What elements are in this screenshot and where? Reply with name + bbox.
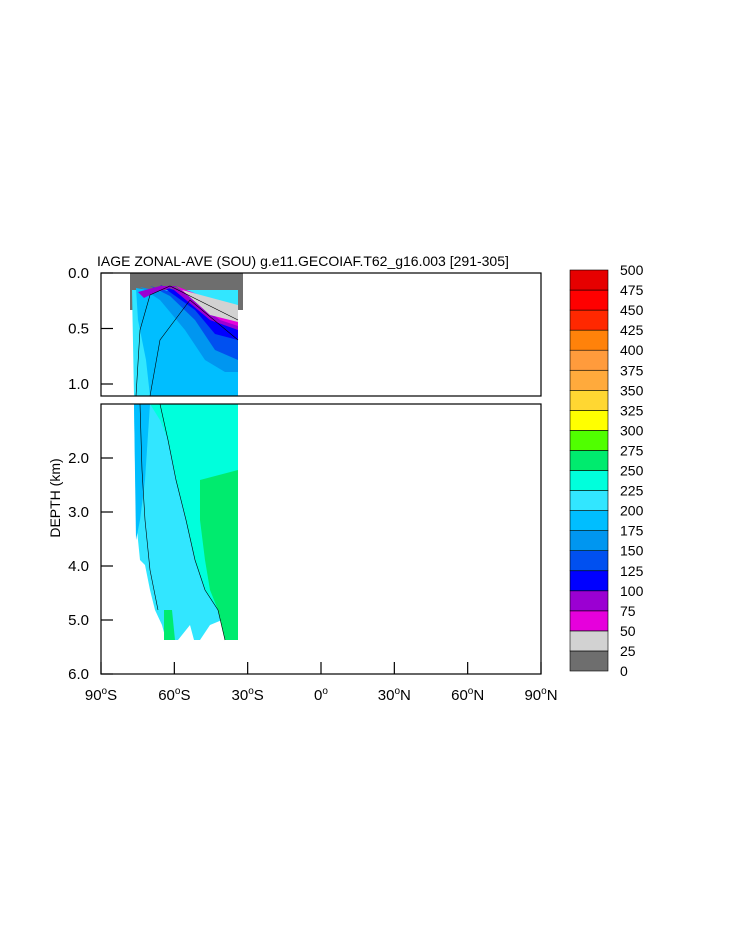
bottom-panel-field — [134, 404, 238, 641]
colorbar-label: 300 — [620, 422, 644, 438]
contour-line — [135, 285, 239, 396]
colorbar-swatch — [569, 269, 609, 291]
colorbar-swatch — [569, 410, 609, 431]
colorbar-label: 75 — [620, 603, 636, 619]
colorbar: 0 25 50 75 100 125 150 175 200 225 250 275 300 325 350… — [569, 262, 644, 679]
field-deepblue-top — [160, 285, 238, 340]
colorbar-swatch — [569, 590, 609, 612]
colorbar-swatch — [569, 349, 609, 371]
x-tick-label: 60oN — [451, 686, 484, 704]
colorbar-label: 375 — [620, 362, 644, 378]
bottom-y-tick-label: 2.0 — [68, 450, 89, 467]
contour-line — [139, 404, 159, 611]
x-tick-label: 90oN — [524, 686, 557, 704]
contour-line — [149, 299, 239, 396]
bottom-y-tick-label: 6.0 — [68, 666, 89, 683]
colorbar-label: 200 — [620, 503, 644, 519]
colorbar-label: 100 — [620, 583, 644, 599]
top-y-axis: 0.0 0.5 1.0 — [68, 265, 113, 393]
colorbar-label: 50 — [620, 623, 636, 639]
colorbar-label: 400 — [620, 342, 644, 358]
bottom-y-tick-label: 3.0 — [68, 504, 89, 521]
colorbar-swatch — [569, 610, 609, 632]
x-tick-label: 60oS — [158, 686, 190, 704]
field-green2-bot — [164, 610, 175, 640]
colorbar-label: 475 — [620, 282, 644, 298]
colorbar-swatch — [569, 570, 609, 592]
colorbar-swatch — [569, 490, 609, 511]
colorbar-swatch — [569, 650, 609, 672]
colorbar-label: 225 — [620, 483, 644, 499]
colorbar-swatch — [569, 630, 609, 652]
contour-line — [159, 404, 226, 641]
colorbar-swatch — [569, 389, 609, 411]
colorbar-swatch — [569, 470, 609, 491]
colorbar-label: 500 — [620, 262, 644, 278]
bottom-y-tick-label: 5.0 — [68, 612, 89, 629]
colorbar-swatch — [569, 369, 609, 391]
colorbar-label: 0 — [620, 663, 628, 679]
colorbar-label: 250 — [620, 463, 644, 479]
x-axis: 90oS 60oS 30oS 0o 30oN 60oN 90oN — [85, 662, 558, 704]
colorbar-label: 25 — [620, 643, 636, 659]
top-y-tick-label: 0.0 — [68, 265, 89, 282]
colorbar-label: 175 — [620, 523, 644, 539]
y-axis-label: DEPTH (km) — [47, 458, 63, 537]
colorbar-swatch — [569, 530, 609, 552]
bottom-y-axis: 2.0 3.0 4.0 5.0 6.0 — [68, 450, 113, 683]
field-green-bot — [200, 470, 238, 640]
colorbar-label: 275 — [620, 442, 644, 458]
colorbar-swatch — [569, 309, 609, 331]
colorbar-swatch — [569, 450, 609, 471]
colorbar-label: 325 — [620, 402, 644, 418]
colorbar-label: 450 — [620, 302, 644, 318]
top-panel-frame — [100, 272, 542, 397]
top-y-tick-label: 0.5 — [68, 321, 89, 338]
colorbar-label: 350 — [620, 382, 644, 398]
colorbar-swatch — [569, 550, 609, 572]
top-y-tick-label: 1.0 — [68, 376, 89, 393]
colorbar-swatch — [569, 289, 609, 311]
x-tick-label: 0o — [314, 686, 328, 704]
x-tick-label: 90oS — [85, 686, 117, 704]
bottom-y-tick-label: 4.0 — [68, 558, 89, 575]
top-panel-field — [130, 273, 243, 396]
colorbar-label: 150 — [620, 543, 644, 559]
x-tick-label: 30oS — [232, 686, 264, 704]
chart-title: IAGE ZONAL-AVE (SOU) g.e11.GECOIAF.T62_g… — [97, 253, 509, 269]
colorbar-swatch — [569, 510, 609, 531]
colorbar-label: 425 — [620, 322, 644, 338]
field-darkcap-top — [138, 286, 178, 298]
colorbar-swatch — [569, 430, 609, 451]
colorbar-label: 125 — [620, 563, 644, 579]
x-tick-label: 30oN — [378, 686, 411, 704]
colorbar-swatch — [569, 329, 609, 351]
